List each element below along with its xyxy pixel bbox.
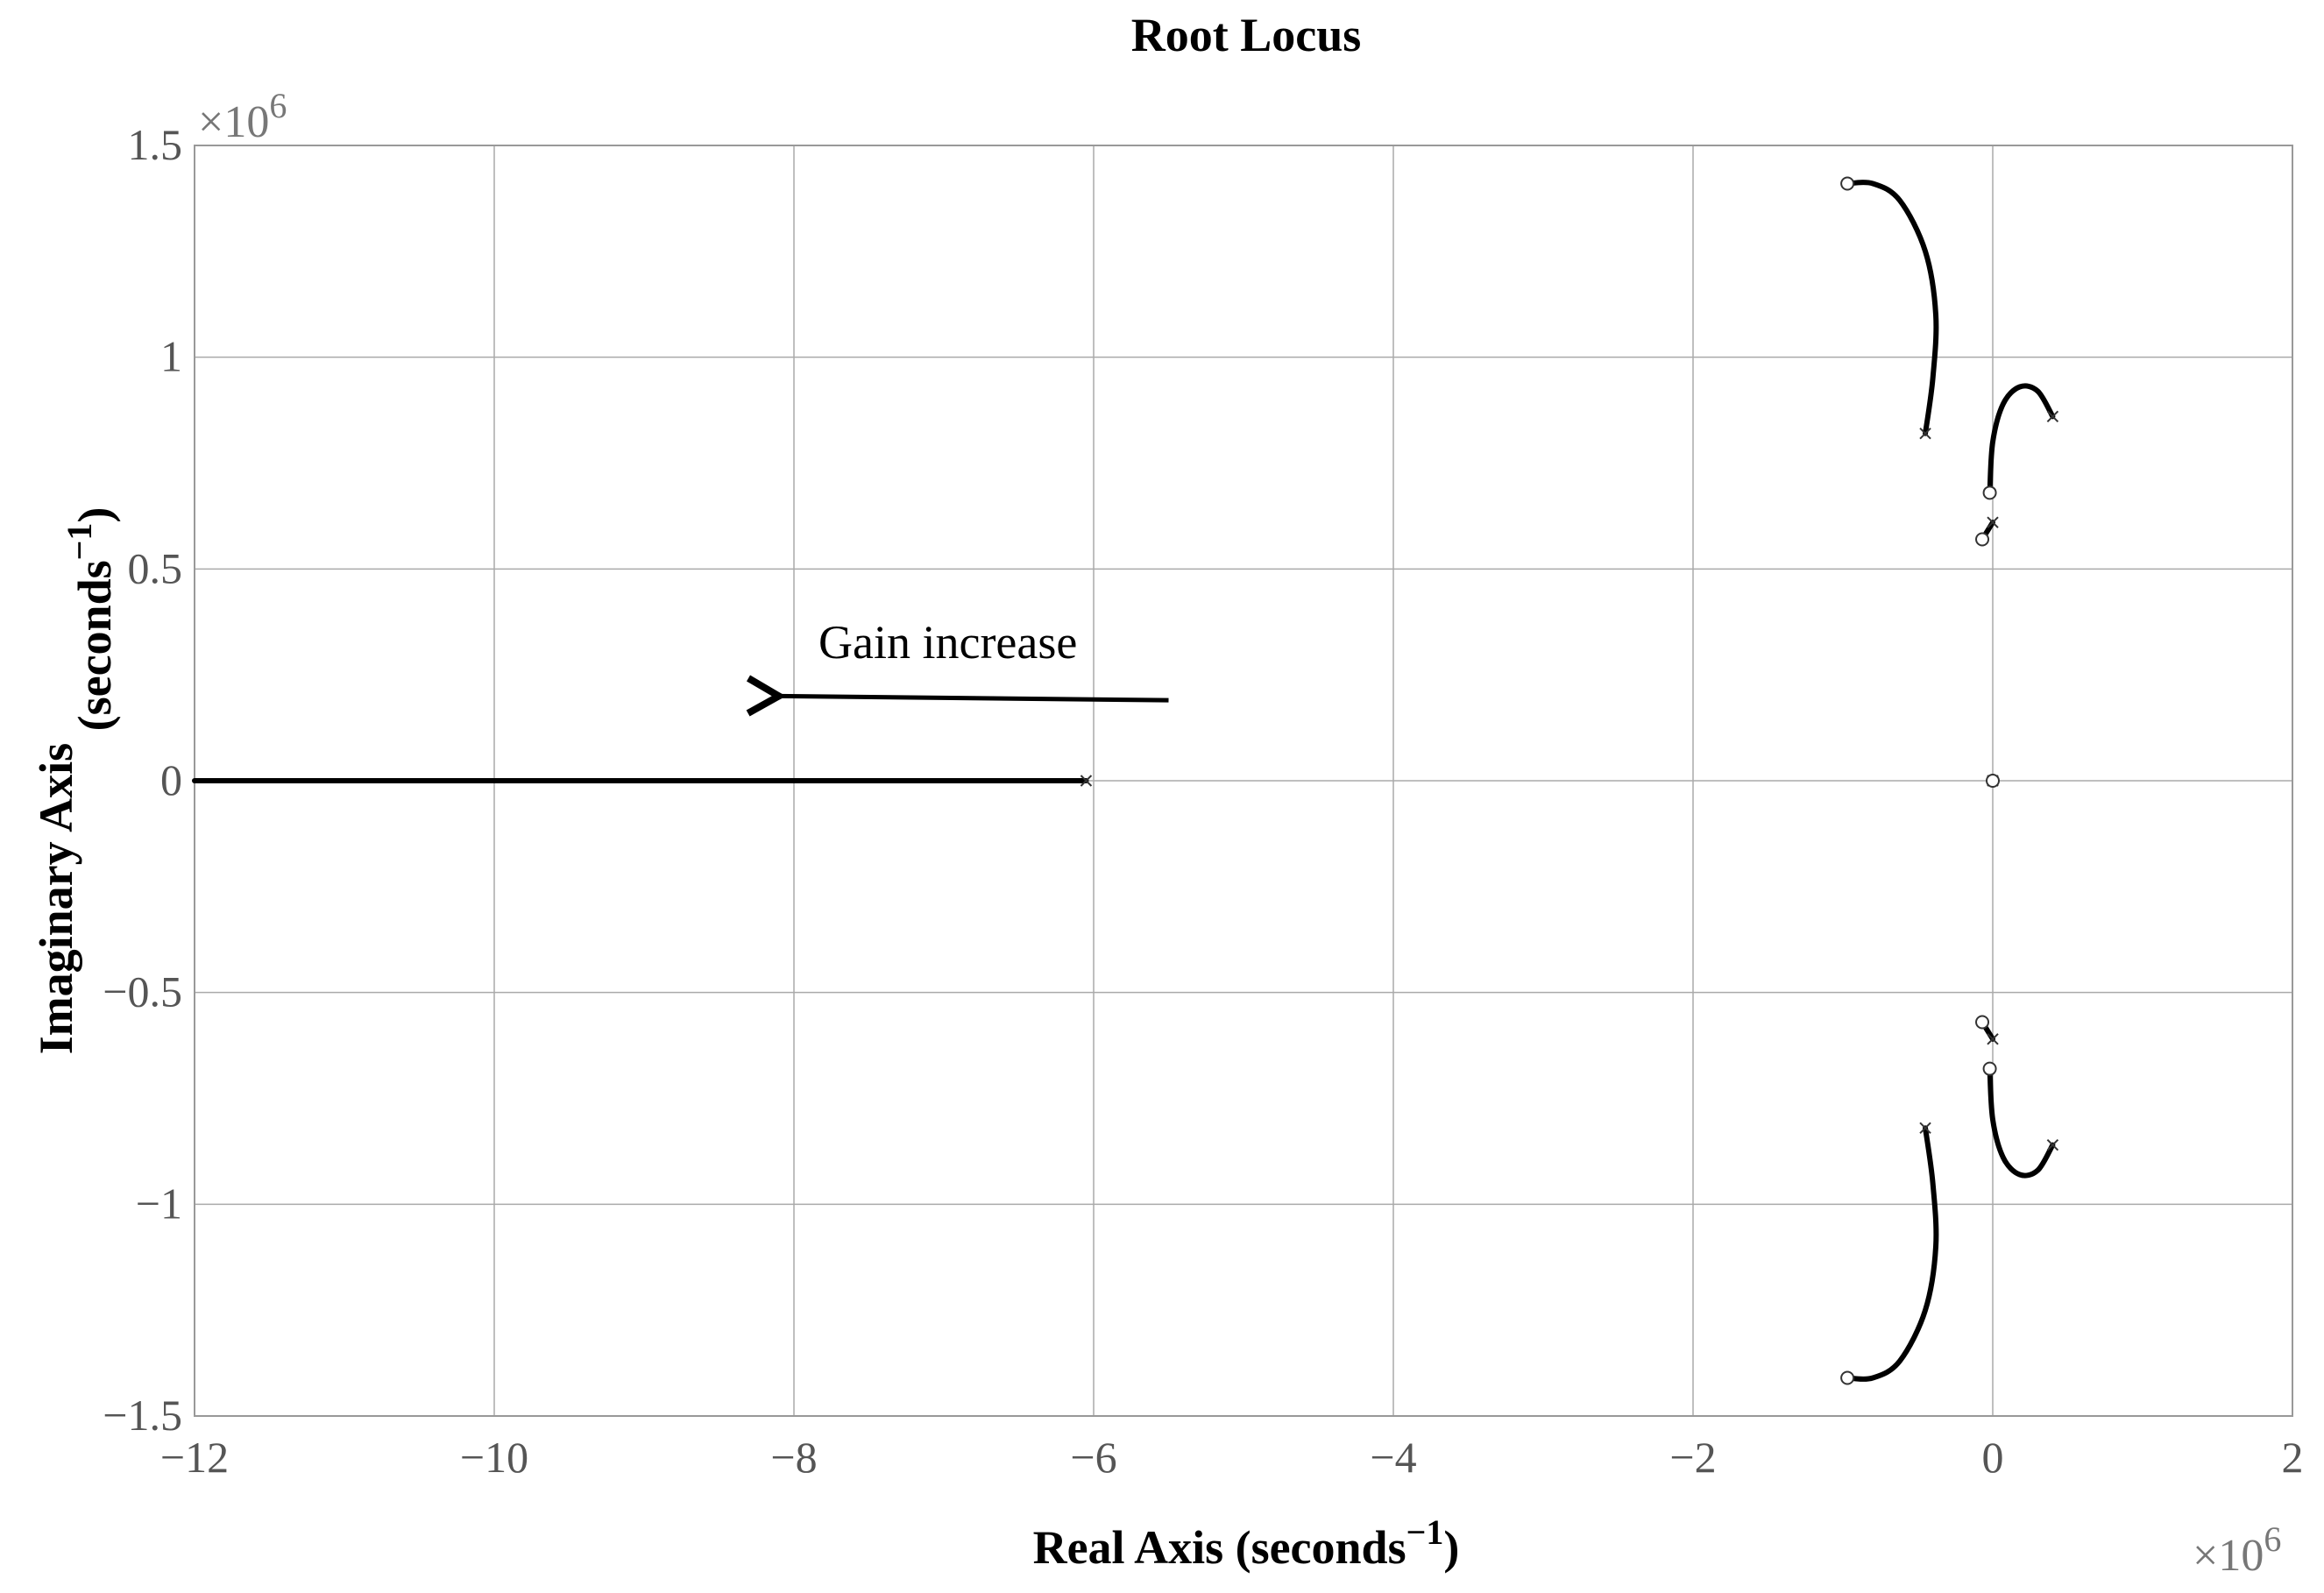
x-tick-label: 2 [2282, 1433, 2304, 1482]
zero-marker [1986, 774, 2000, 788]
locus-branch-4 [1987, 1066, 2056, 1179]
pole-marker [2046, 1138, 2059, 1151]
pole-marker [1987, 516, 1999, 528]
x-tick-label: −2 [1669, 1433, 1716, 1482]
pole-marker [1987, 1033, 1999, 1045]
annotation-text: Gain increase [818, 616, 1077, 669]
locus-branches [192, 180, 2056, 1382]
x-tick-label: −10 [460, 1433, 528, 1482]
y-tick-label: −0.5 [103, 967, 182, 1016]
y-axis-multiplier: ×106 [198, 86, 287, 147]
zero-marker [1975, 1015, 1990, 1030]
y-tick-label: 0.5 [128, 543, 183, 592]
x-axis-title: Real Axis (seconds−1) [1033, 1512, 1460, 1574]
x-tick-label: −12 [160, 1433, 229, 1482]
pole-marker [2046, 410, 2059, 423]
annotation-arrow [775, 696, 1169, 700]
x-tick-labels: −12 −10 −8 −6 −4 −2 0 2 [160, 1433, 2304, 1482]
zero-marker [1840, 176, 1855, 191]
x-tick-label: −4 [1370, 1433, 1416, 1482]
zero-marker [1975, 532, 1990, 547]
y-tick-label: −1.5 [103, 1391, 182, 1440]
y-tick-label: 1.5 [128, 120, 183, 169]
pole-marker [1919, 1122, 1931, 1135]
y-tick-labels: 1.5 1 0.5 0 −0.5 −1 −1.5 [103, 120, 182, 1440]
y-tick-label: 1 [160, 332, 182, 381]
zero-marker [1982, 485, 1997, 500]
pole-zero-markers [1080, 176, 2059, 1385]
x-tick-label: 0 [1982, 1433, 2004, 1482]
locus-branch-2 [1845, 1125, 1939, 1382]
x-tick-label: −8 [770, 1433, 817, 1482]
locus-branch-1 [1845, 180, 1939, 436]
pole-marker [1919, 427, 1931, 440]
x-tick-label: −6 [1070, 1433, 1116, 1482]
pole-marker [1080, 775, 1093, 787]
zero-marker [1840, 1370, 1855, 1385]
chart-title: Root Locus [1131, 9, 1362, 61]
y-tick-label: −1 [136, 1179, 182, 1228]
locus-branch-3 [1987, 383, 2056, 496]
x-axis-multiplier: ×106 [2193, 1519, 2281, 1581]
y-axis-title: Imaginary Axis (seconds−1) [30, 507, 121, 1055]
gain-increase-annotation: Gain increase [775, 616, 1169, 700]
zero-marker [1982, 1061, 1997, 1076]
y-tick-label: 0 [160, 755, 182, 804]
